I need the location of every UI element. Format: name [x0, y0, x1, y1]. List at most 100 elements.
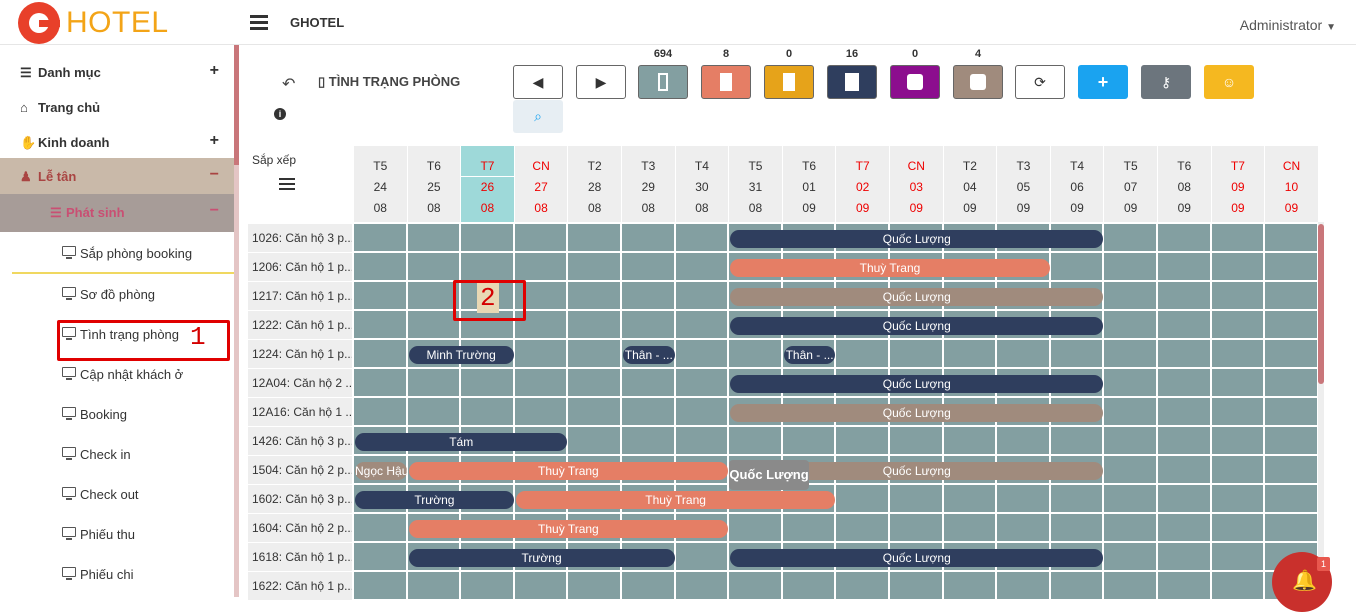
- room-label[interactable]: 1426: Căn hộ 3 p...: [248, 427, 352, 455]
- booking-bar[interactable]: Quốc Lượng: [730, 230, 1104, 248]
- room-day-cell[interactable]: [514, 253, 569, 282]
- sidebar-sub-check-out[interactable]: Check out: [0, 476, 234, 512]
- room-day-cell[interactable]: [514, 224, 569, 253]
- room-day-cell[interactable]: [1158, 311, 1212, 340]
- info-icon[interactable]: i: [274, 108, 286, 120]
- room-label[interactable]: 1224: Căn hộ 1 p...: [248, 340, 352, 368]
- room-day-cell[interactable]: [1104, 427, 1158, 456]
- room-day-cell[interactable]: [890, 427, 944, 456]
- room-day-cell[interactable]: [675, 369, 730, 398]
- room-day-cell[interactable]: [1104, 340, 1158, 369]
- room-day-cell[interactable]: [568, 398, 622, 427]
- menu-toggle-icon[interactable]: [250, 15, 268, 31]
- room-day-cell[interactable]: [890, 572, 944, 601]
- room-day-cell[interactable]: [997, 572, 1051, 601]
- sidebar-sub-cap-nhat-khach-o[interactable]: Cập nhật khách ở: [0, 356, 234, 392]
- room-day-cell[interactable]: [568, 253, 622, 282]
- room-day-cell[interactable]: [514, 369, 569, 398]
- room-day-cell[interactable]: [407, 369, 462, 398]
- filter-repair-button[interactable]: [953, 65, 1003, 99]
- room-day-cell[interactable]: [1050, 340, 1105, 369]
- room-day-cell[interactable]: [729, 572, 783, 601]
- booking-bar[interactable]: Minh Trường: [408, 346, 514, 364]
- room-day-cell[interactable]: [1265, 514, 1319, 543]
- expand-icon[interactable]: +: [209, 132, 219, 149]
- booking-bar[interactable]: Quốc Lượng: [730, 549, 1104, 567]
- room-day-cell[interactable]: [622, 369, 676, 398]
- room-day-cell[interactable]: [1104, 514, 1158, 543]
- room-day-cell[interactable]: [1050, 485, 1105, 514]
- room-day-cell[interactable]: [622, 427, 676, 456]
- filter-all-button[interactable]: [638, 65, 688, 99]
- search-button[interactable]: ⌕: [513, 100, 563, 133]
- room-day-cell[interactable]: [1265, 427, 1319, 456]
- room-day-cell[interactable]: [622, 311, 676, 340]
- room-day-cell[interactable]: [568, 311, 622, 340]
- room-day-cell[interactable]: [1265, 398, 1319, 427]
- room-day-cell[interactable]: [407, 398, 462, 427]
- room-day-cell[interactable]: [622, 224, 676, 253]
- user-menu[interactable]: Administrator ▼: [1240, 17, 1336, 33]
- room-day-cell[interactable]: [622, 253, 676, 282]
- room-day-cell[interactable]: [354, 340, 408, 369]
- booking-bar[interactable]: Trường: [355, 491, 514, 509]
- sidebar-sub-phieu-chi[interactable]: Phiếu chi: [0, 556, 234, 592]
- room-day-cell[interactable]: [890, 340, 944, 369]
- filter-dirty-button[interactable]: [890, 65, 940, 99]
- room-day-cell[interactable]: [675, 543, 730, 572]
- room-day-cell[interactable]: [943, 427, 998, 456]
- room-day-cell[interactable]: [1265, 340, 1319, 369]
- room-day-cell[interactable]: [1158, 369, 1212, 398]
- room-label[interactable]: 1602: Căn hộ 3 p...: [248, 485, 352, 513]
- room-day-cell[interactable]: [1211, 456, 1266, 485]
- booking-bar[interactable]: Quốc Lượng: [730, 288, 1104, 306]
- room-label[interactable]: 1504: Căn hộ 2 p...: [248, 456, 352, 484]
- add-button[interactable]: +: [1078, 65, 1128, 99]
- key-button[interactable]: ⚷: [1141, 65, 1191, 99]
- booking-bar[interactable]: Thuỳ Trang: [408, 462, 729, 480]
- expand-icon[interactable]: +: [209, 62, 219, 79]
- room-day-cell[interactable]: [1104, 253, 1158, 282]
- room-day-cell[interactable]: [1211, 427, 1266, 456]
- sidebar-item-le-tan[interactable]: ♟ Lễ tân −: [0, 158, 234, 196]
- room-day-cell[interactable]: [354, 253, 408, 282]
- room-day-cell[interactable]: [943, 340, 998, 369]
- booking-bar[interactable]: Thuỳ Trang: [515, 491, 836, 509]
- room-day-cell[interactable]: [461, 253, 515, 282]
- room-day-cell[interactable]: [890, 485, 944, 514]
- room-label[interactable]: 12A04: Căn hộ 2 ...: [248, 369, 352, 397]
- sidebar-item-phat-sinh[interactable]: ☰ Phát sinh −: [0, 194, 234, 232]
- room-day-cell[interactable]: [675, 224, 730, 253]
- room-day-cell[interactable]: [407, 253, 462, 282]
- room-day-cell[interactable]: [461, 369, 515, 398]
- room-day-cell[interactable]: [675, 253, 730, 282]
- filter-occupied-button[interactable]: [701, 65, 751, 99]
- sidebar-sub-booking[interactable]: Booking: [0, 396, 234, 432]
- booking-bar[interactable]: Quốc Lượng: [730, 462, 1104, 480]
- booking-bar[interactable]: Quốc Lượng: [730, 317, 1104, 335]
- room-day-cell[interactable]: [782, 514, 837, 543]
- room-day-cell[interactable]: [1265, 282, 1319, 311]
- room-day-cell[interactable]: [1265, 369, 1319, 398]
- room-day-cell[interactable]: [407, 224, 462, 253]
- room-label[interactable]: 1604: Căn hộ 2 p...: [248, 514, 352, 542]
- booking-bar[interactable]: Thân - ...: [623, 346, 675, 364]
- room-day-cell[interactable]: [1158, 543, 1212, 572]
- room-day-cell[interactable]: [568, 224, 622, 253]
- room-day-cell[interactable]: [568, 282, 622, 311]
- room-day-cell[interactable]: [1104, 543, 1158, 572]
- room-day-cell[interactable]: [1265, 224, 1319, 253]
- room-day-cell[interactable]: [1158, 514, 1212, 543]
- room-day-cell[interactable]: [354, 224, 408, 253]
- room-day-cell[interactable]: [675, 340, 730, 369]
- booking-bar[interactable]: Thuỳ Trang: [408, 520, 729, 538]
- room-day-cell[interactable]: [1050, 427, 1105, 456]
- room-label[interactable]: 12A16: Căn hộ 1 ...: [248, 398, 352, 426]
- sort-list-icon[interactable]: [279, 178, 295, 190]
- sidebar-sub-check-in[interactable]: Check in: [0, 436, 234, 472]
- booking-bar[interactable]: Quốc Lượng: [730, 375, 1104, 393]
- sidebar-item-danh-muc[interactable]: ☰ Danh mục +: [0, 54, 234, 90]
- guests-button[interactable]: ☺: [1204, 65, 1254, 99]
- room-day-cell[interactable]: [568, 369, 622, 398]
- room-day-cell[interactable]: [1265, 311, 1319, 340]
